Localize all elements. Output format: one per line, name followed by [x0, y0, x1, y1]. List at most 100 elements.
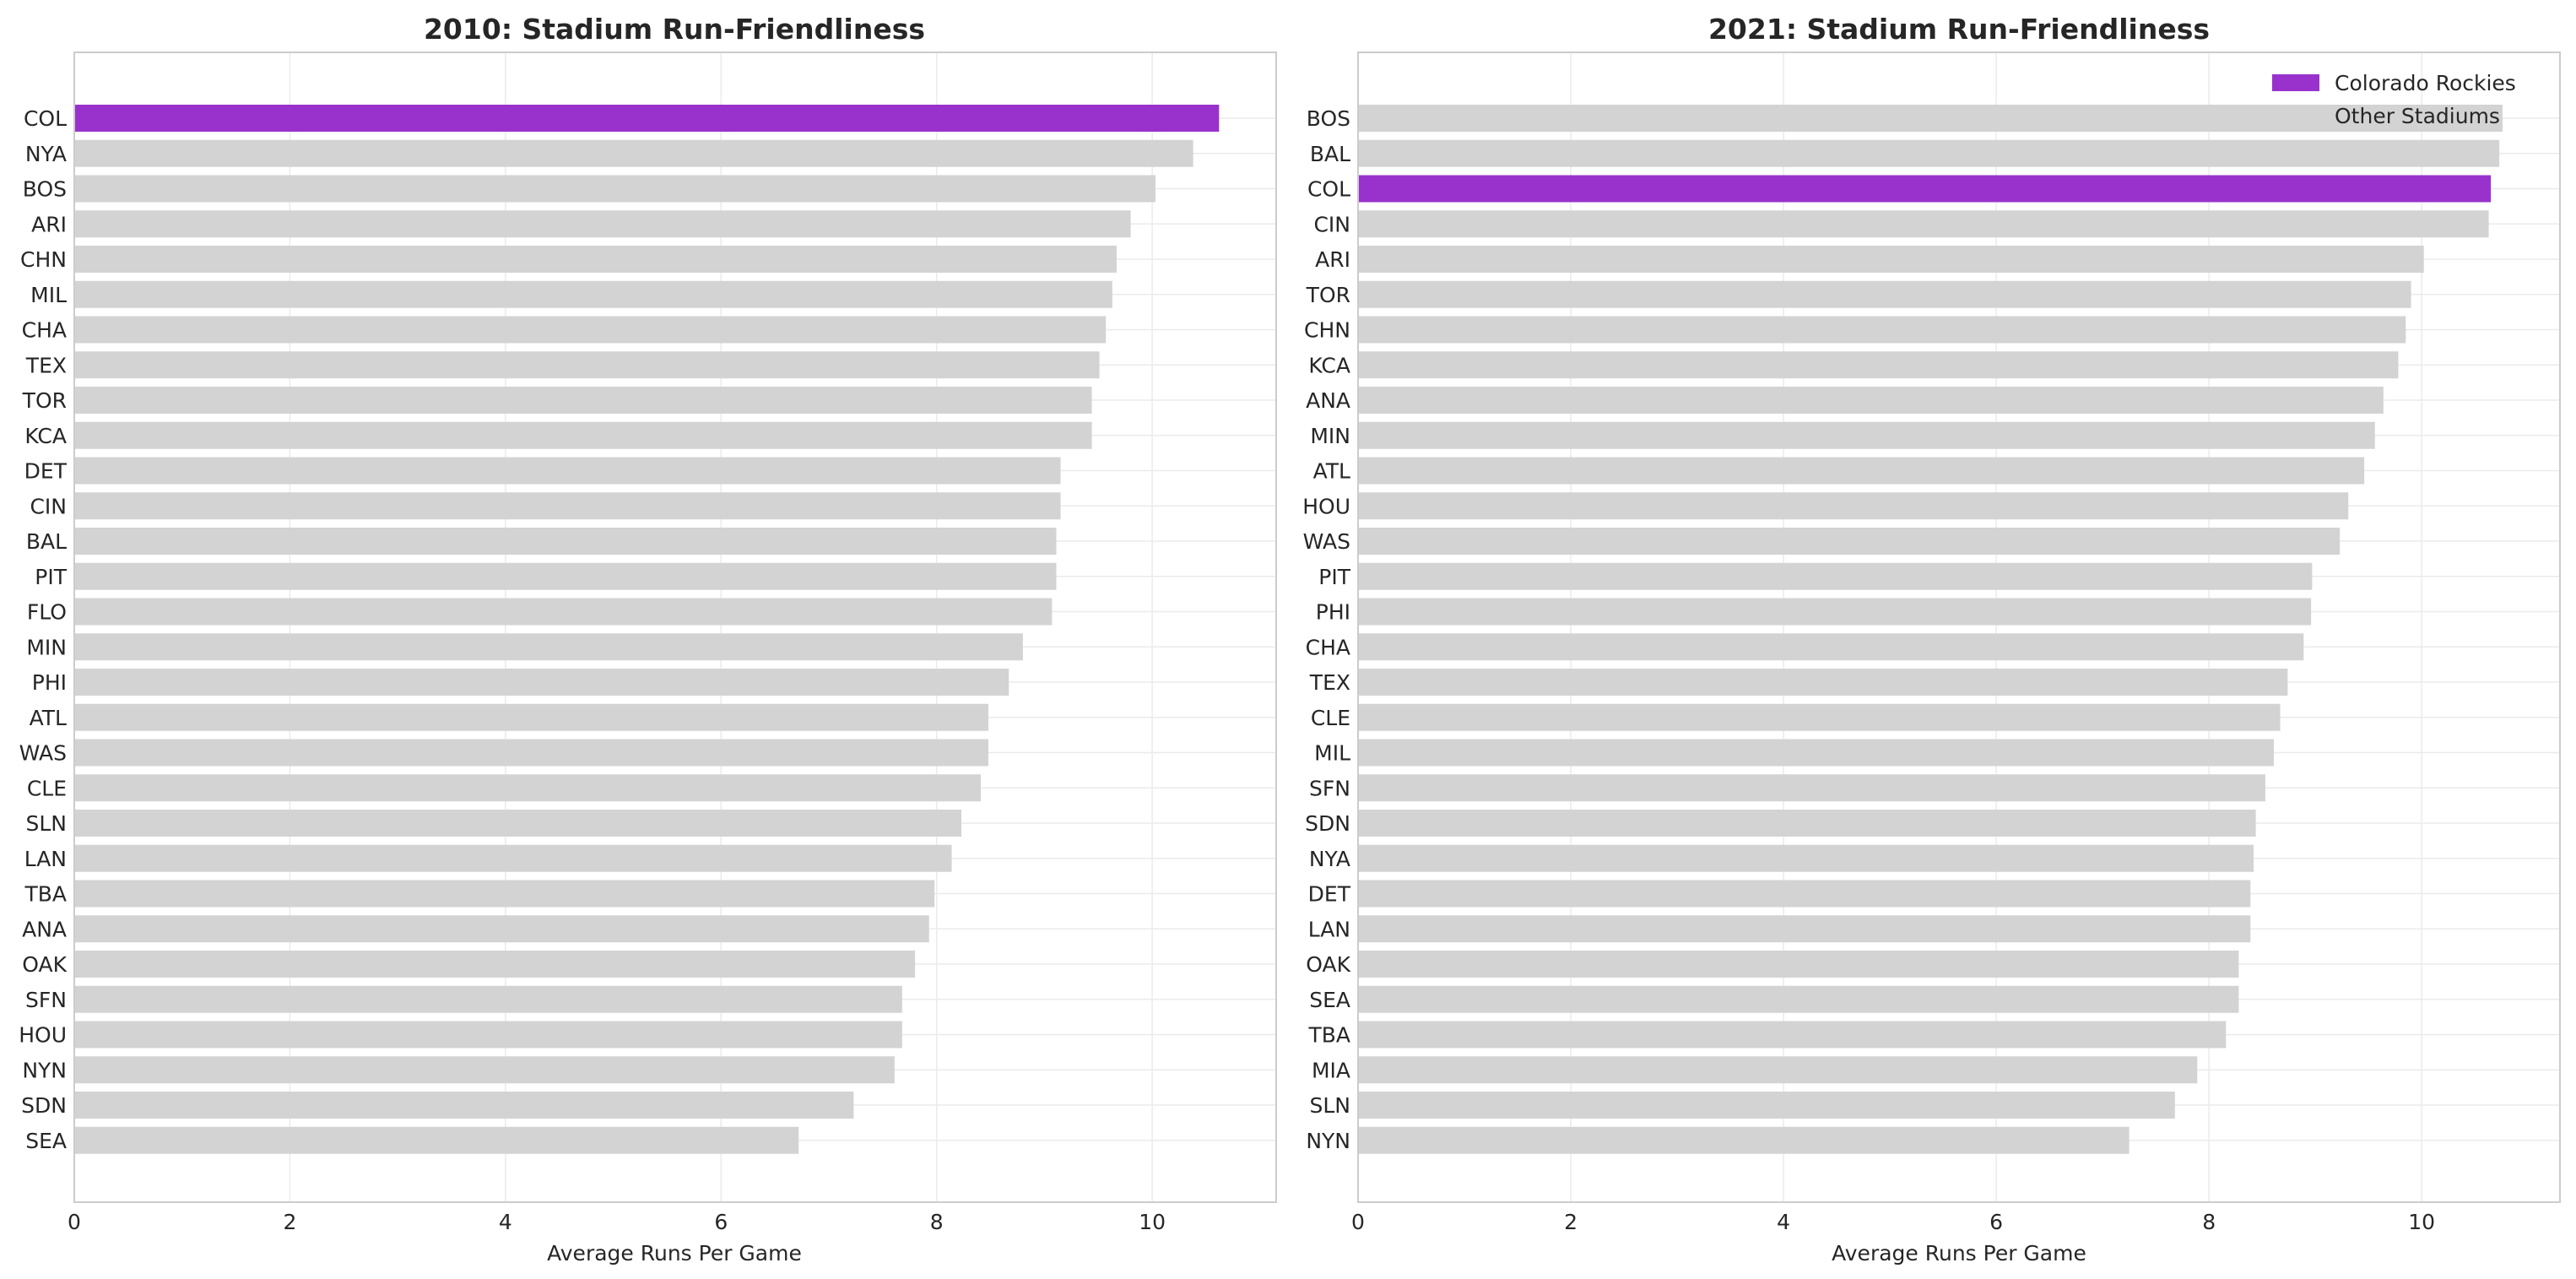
bar-kca-2021 — [1358, 351, 2399, 379]
bar-tex-2010 — [74, 351, 1100, 379]
bar-ana-2021 — [1358, 387, 2384, 414]
y-tick-label-2021: CLE — [1311, 706, 1350, 730]
bar-det-2010 — [74, 457, 1061, 485]
bar-sfn-2021 — [1358, 774, 2265, 802]
y-tick-label-2021: COL — [1307, 177, 1350, 202]
y-tick-label-2010: WAS — [19, 741, 67, 766]
y-tick-label-2010: NYN — [22, 1058, 67, 1082]
chart-panel-2010: COL NYA BOS ARI CHN MIL CHA TEX TOR KCA DET CIN BAL P… — [19, 13, 1277, 1265]
bar-mil-2010 — [74, 280, 1112, 308]
y-tick-label-2010: BAL — [26, 529, 67, 554]
bar-col-2021 — [1358, 175, 2492, 203]
bar-was-2010 — [74, 739, 989, 767]
bar-nya-2021 — [1358, 844, 2254, 872]
legend-label: Other Stadiums — [2335, 104, 2500, 128]
bar-cha-2021 — [1358, 633, 2304, 661]
y-tick-label-2010: BOS — [23, 177, 67, 202]
bar-hou-2010 — [74, 1021, 902, 1049]
y-tick-label-2010: DET — [24, 459, 68, 484]
legend-label: Colorado Rockies — [2335, 71, 2516, 95]
bar-nyn-2010 — [74, 1056, 895, 1084]
y-tick-label-2021: TEX — [1309, 670, 1350, 695]
x-tick-label-2010: 8 — [930, 1210, 944, 1234]
y-tick-label-2010: ANA — [22, 917, 67, 941]
y-tick-label-2021: SLN — [1310, 1093, 1351, 1118]
y-tick-label-2010: HOU — [19, 1023, 67, 1048]
bar-bos-2021 — [1358, 105, 2503, 132]
y-tick-label-2021: BAL — [1310, 142, 1350, 166]
x-axis-label-2021: Average Runs Per Game — [1832, 1241, 2086, 1265]
y-tick-label-2021: OAK — [1306, 952, 1350, 977]
bar-min-2021 — [1358, 421, 2375, 449]
bar-atl-2021 — [1358, 457, 2365, 485]
x-tick-label-2021: 4 — [1777, 1210, 1790, 1234]
bar-bal-2010 — [74, 528, 1057, 555]
bar-tba-2021 — [1358, 1021, 2227, 1049]
y-tick-label-2021: BOS — [1307, 106, 1350, 131]
bar-atl-2010 — [74, 703, 989, 731]
bar-oak-2021 — [1358, 951, 2239, 978]
y-tick-label-2021: WAS — [1303, 529, 1350, 554]
bar-sea-2021 — [1358, 985, 2239, 1013]
y-tick-label-2010: FLO — [27, 600, 67, 625]
bar-nyn-2021 — [1358, 1126, 2130, 1154]
y-tick-label-2010: CIN — [30, 494, 67, 518]
bar-kca-2010 — [74, 421, 1092, 449]
bar-flo-2010 — [74, 598, 1053, 626]
bar-cle-2021 — [1358, 703, 2281, 731]
y-tick-label-2010: MIN — [26, 635, 67, 659]
legend-swatch — [2272, 107, 2319, 124]
y-tick-label-2010: SLN — [26, 811, 68, 836]
x-tick-label-2010: 4 — [499, 1210, 512, 1234]
bar-sfn-2010 — [74, 985, 902, 1013]
y-tick-label-2010: KCA — [24, 424, 67, 448]
y-tick-label-2021: PHI — [1316, 600, 1350, 625]
y-tick-label-2021: HOU — [1302, 494, 1350, 518]
bar-sdn-2010 — [74, 1092, 854, 1119]
x-tick-label-2021: 0 — [1351, 1210, 1365, 1234]
x-tick-label-2010: 2 — [283, 1210, 296, 1234]
y-tick-label-2010: PHI — [32, 670, 67, 695]
plot-area-2010: COL NYA BOS ARI CHN MIL CHA TEX TOR KCA DET CIN BAL P… — [19, 51, 1277, 1234]
y-tick-label-2021: PIT — [1318, 565, 1350, 589]
y-tick-label-2010: LAN — [24, 847, 67, 871]
bar-det-2021 — [1358, 880, 2251, 908]
bar-bos-2010 — [74, 175, 1155, 203]
x-axis-label-2010: Average Runs Per Game — [547, 1241, 802, 1265]
chart-title-2021: 2021: Stadium Run-Friendliness — [1708, 13, 2210, 46]
axes-frame-2010 — [73, 51, 1277, 1203]
chart-title-2010: 2010: Stadium Run-Friendliness — [424, 13, 925, 46]
bar-tor-2021 — [1358, 280, 2411, 308]
y-tick-label-2010: CLE — [27, 776, 67, 800]
bar-cin-2021 — [1358, 210, 2489, 238]
bar-ana-2010 — [74, 915, 929, 943]
y-tick-label-2010: CHA — [22, 318, 67, 343]
legend: Colorado Rockies Other Stadiums — [2272, 71, 2516, 128]
y-tick-label-2010: SDN — [21, 1093, 67, 1118]
y-tick-label-2010: ATL — [30, 706, 67, 730]
y-tick-label-2021: SEA — [1309, 988, 1350, 1012]
bar-oak-2010 — [74, 951, 916, 978]
bar-mia-2021 — [1358, 1056, 2198, 1084]
bar-sln-2021 — [1358, 1092, 2175, 1119]
y-tick-label-2021: NYA — [1309, 847, 1350, 871]
bar-phi-2021 — [1358, 598, 2312, 626]
y-tick-label-2021: ANA — [1306, 388, 1350, 413]
y-tick-label-2021: DET — [1308, 882, 1351, 907]
y-tick-label-2010: SEA — [25, 1129, 67, 1153]
bar-col-2010 — [74, 105, 1220, 132]
y-tick-label-2021: NYN — [1306, 1129, 1350, 1153]
bar-pit-2021 — [1358, 562, 2313, 590]
bar-tex-2021 — [1358, 669, 2288, 696]
y-tick-label-2021: ARI — [1315, 247, 1350, 272]
bar-phi-2010 — [74, 669, 1009, 696]
bar-tba-2010 — [74, 880, 935, 908]
y-tick-label-2010: CHN — [20, 247, 67, 272]
y-tick-label-2021: TOR — [1306, 283, 1350, 307]
y-tick-label-2021: MIL — [1314, 741, 1350, 766]
x-tick-label-2021: 2 — [1564, 1210, 1578, 1234]
y-tick-label-2010: ARI — [31, 212, 67, 236]
y-tick-label-2010: PIT — [35, 565, 67, 589]
bar-lan-2021 — [1358, 915, 2251, 943]
